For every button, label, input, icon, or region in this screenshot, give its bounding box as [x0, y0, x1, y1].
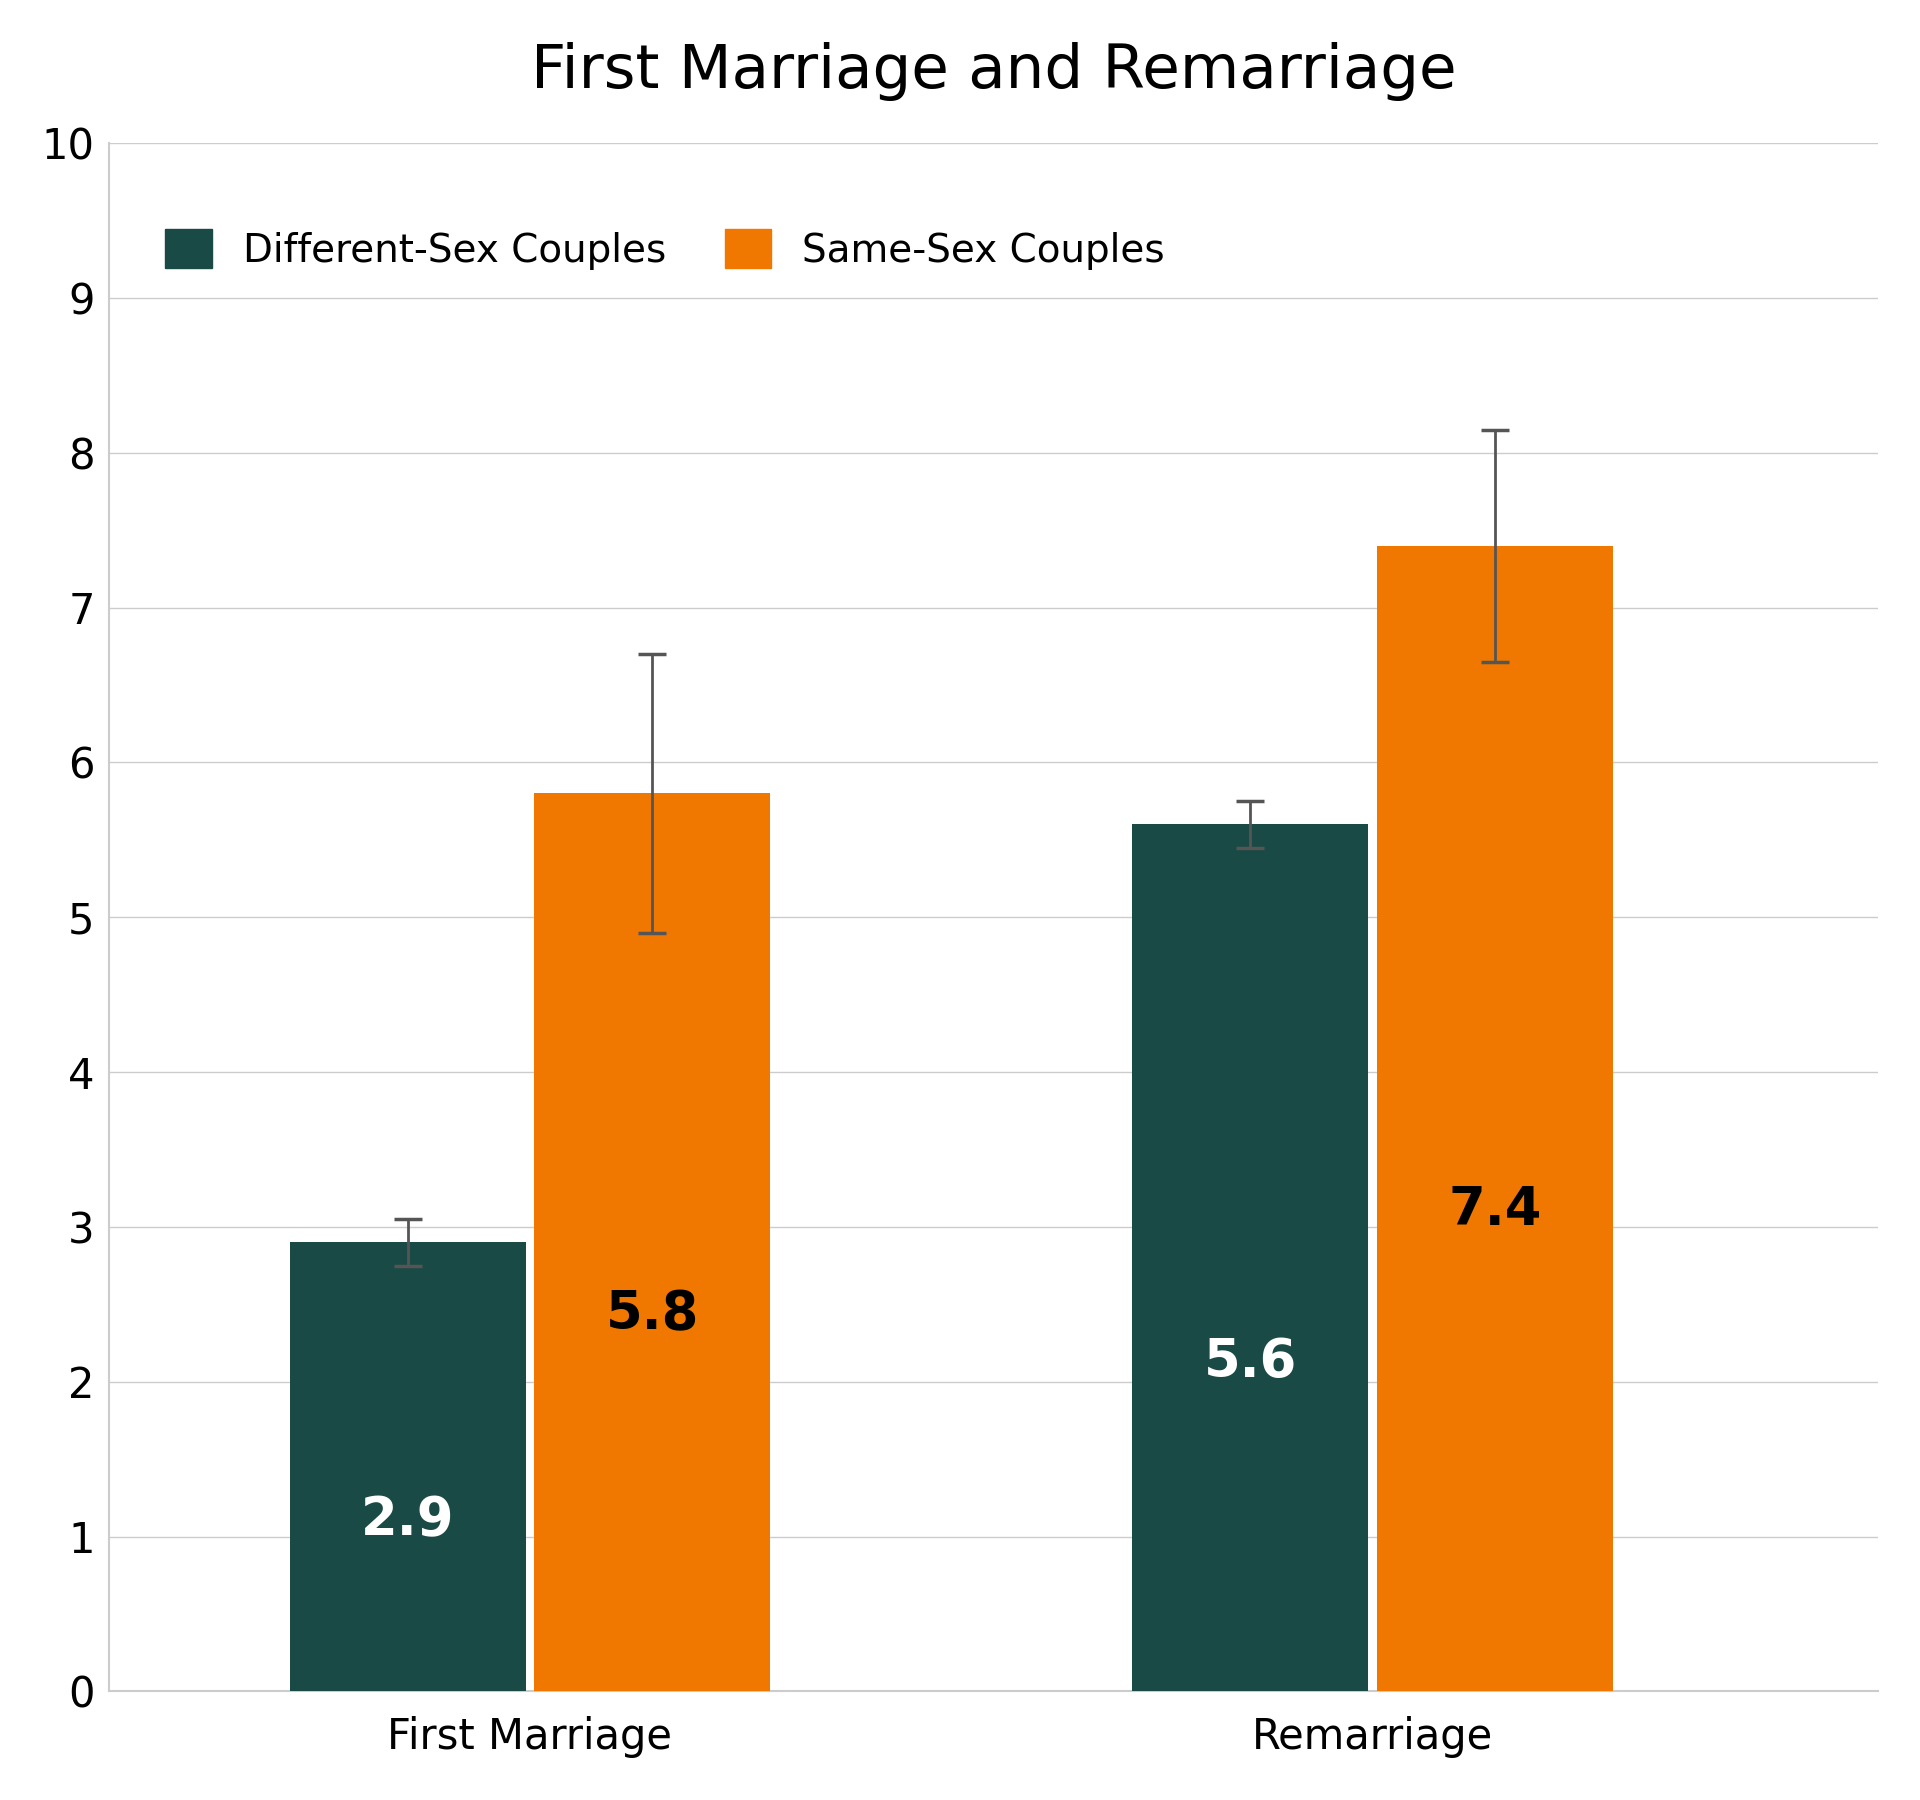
Text: 5.8: 5.8 [605, 1289, 699, 1341]
Text: 7.4: 7.4 [1448, 1184, 1542, 1237]
Bar [534, 794, 770, 1692]
Text: 2.9: 2.9 [361, 1494, 455, 1546]
Text: 5.6: 5.6 [1204, 1336, 1298, 1388]
Bar [1377, 545, 1613, 1692]
Title: First Marriage and Remarriage: First Marriage and Remarriage [530, 41, 1455, 101]
Bar [290, 1242, 526, 1692]
Legend: Different-Sex Couples, Same-Sex Couples: Different-Sex Couples, Same-Sex Couples [146, 209, 1185, 290]
Bar [1133, 824, 1369, 1692]
